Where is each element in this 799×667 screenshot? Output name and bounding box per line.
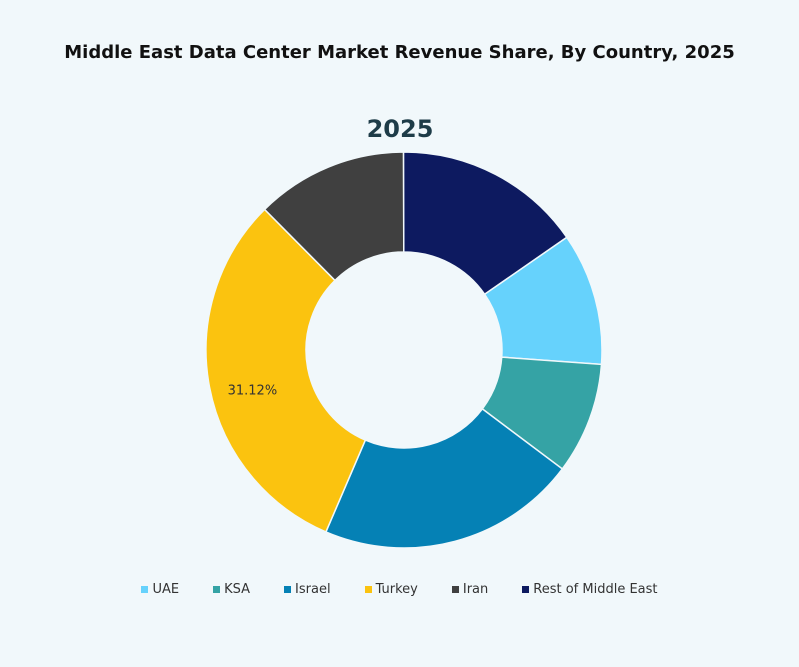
legend-label: UAE bbox=[152, 582, 180, 597]
legend-swatch bbox=[284, 586, 292, 593]
legend-item: Turkey bbox=[364, 582, 418, 597]
legend-label: Rest of Middle East bbox=[533, 582, 658, 597]
legend-item: Rest of Middle East bbox=[522, 582, 658, 597]
legend-label: KSA bbox=[224, 582, 251, 597]
slice-israel bbox=[324, 407, 564, 549]
legend-swatch bbox=[451, 586, 459, 593]
legend-swatch bbox=[141, 586, 149, 593]
chart-title: Middle East Data Center Market Revenue S… bbox=[64, 42, 735, 63]
data-label: 31.12% bbox=[228, 384, 278, 399]
legend-swatch bbox=[213, 586, 221, 593]
slice-turkey bbox=[205, 208, 367, 533]
legend-swatch bbox=[522, 586, 530, 593]
slice-rest-of-middle-east bbox=[402, 151, 568, 296]
chart-subtitle: 2025 bbox=[367, 115, 434, 143]
legend-label: Israel bbox=[295, 582, 331, 597]
legend-swatch bbox=[364, 586, 372, 593]
legend: UAE KSA Israel Turkey Iran Rest of Middle Eas… bbox=[0, 582, 799, 597]
legend-item: Iran bbox=[451, 582, 489, 597]
legend-label: Iran bbox=[462, 582, 489, 597]
legend-item: KSA bbox=[213, 582, 250, 597]
legend-item: Israel bbox=[284, 582, 331, 597]
legend-label: Turkey bbox=[375, 582, 418, 597]
legend-item: UAE bbox=[141, 582, 179, 597]
